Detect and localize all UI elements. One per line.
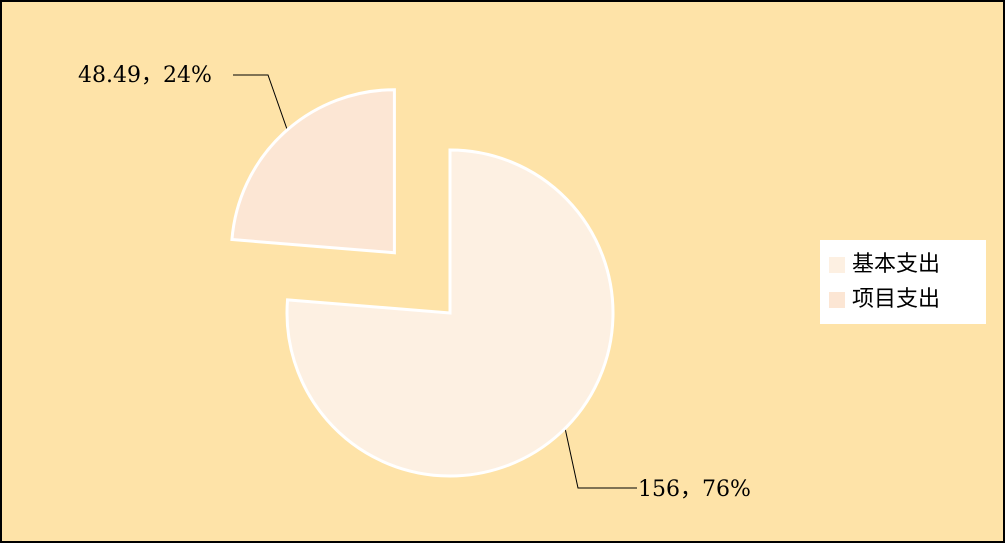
leader-line [233, 74, 289, 133]
legend-label: 基本支出 [852, 252, 940, 277]
leader-line [564, 427, 637, 489]
data-label: 48.49，24% [78, 63, 212, 88]
pie-slice [285, 148, 615, 478]
legend-box [820, 240, 986, 324]
legend-label: 项目支出 [852, 287, 940, 312]
data-label: 156，76% [638, 477, 751, 502]
pie-slice [230, 88, 396, 255]
legend-swatch [829, 257, 845, 273]
legend-swatch [829, 292, 845, 308]
